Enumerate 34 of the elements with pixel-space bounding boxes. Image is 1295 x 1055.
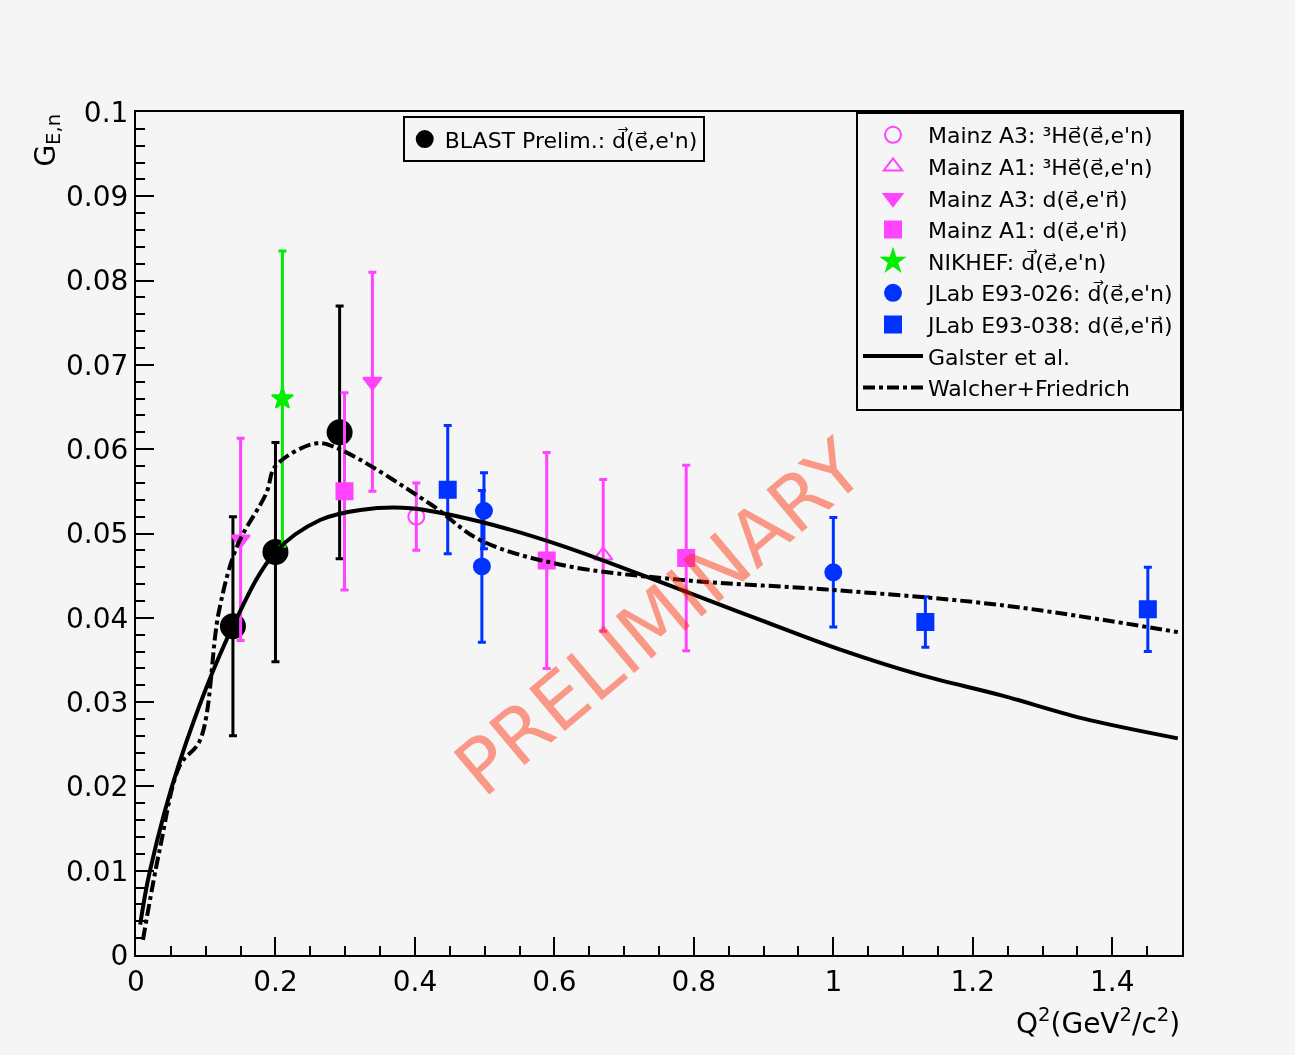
point xyxy=(916,613,935,632)
y-tick-label: 0.03 xyxy=(66,685,129,719)
legend-label: JLab E93-038: d(e⃗,e'n⃗) xyxy=(926,312,1173,338)
x-tick-label: 1 xyxy=(824,964,843,998)
point xyxy=(335,482,354,501)
legend-label: Mainz A3: d(e⃗,e'n⃗) xyxy=(928,186,1128,212)
x-tick-label: 0.4 xyxy=(392,964,438,998)
y-tick-label: 0 xyxy=(110,938,129,972)
y-tick-label: 0.04 xyxy=(66,601,129,635)
y-tick-label: 0.01 xyxy=(66,854,129,888)
x-tick-label: 1.2 xyxy=(950,964,996,998)
legend-label: Mainz A1: ³He⃗(e⃗,e'n) xyxy=(928,154,1153,180)
y-tick-label: 0.08 xyxy=(66,264,129,298)
y-tick-label: 0.07 xyxy=(66,348,129,382)
y-tick-label: 0.09 xyxy=(66,180,129,214)
point xyxy=(362,376,383,391)
legend-label: Galster et al. xyxy=(928,344,1071,370)
point xyxy=(270,386,295,409)
x-tick-label: 0.2 xyxy=(253,964,298,998)
y-tick-label: 0.1 xyxy=(83,95,129,129)
legend-label: Walcher+Friedrich xyxy=(928,376,1130,402)
y-tick-label: 0.05 xyxy=(66,517,129,551)
legend-label: BLAST Prelim.: d⃗(e⃗,e'n) xyxy=(444,126,698,153)
y-tick-label: 0.02 xyxy=(66,770,129,804)
point xyxy=(1138,600,1157,619)
x-tick-label: 1.4 xyxy=(1090,964,1135,998)
legend-label: NIKHEF: d⃗(e⃗,e'n) xyxy=(928,248,1107,275)
y-tick-label: 0.06 xyxy=(66,433,129,466)
legend-label: Mainz A3: ³He⃗(e⃗,e'n) xyxy=(928,123,1153,149)
x-axis-title: Q$^{2}$(GeV$^{2}$/c$^{2}$) xyxy=(1016,1003,1181,1040)
legend-label: JLab E93-026: d⃗(e⃗,e'n) xyxy=(926,280,1173,307)
legend-label: Mainz A1: d(e⃗,e'n⃗) xyxy=(928,218,1128,244)
x-tick-label: 0.8 xyxy=(671,964,717,998)
x-tick-label: 0.6 xyxy=(532,964,577,998)
